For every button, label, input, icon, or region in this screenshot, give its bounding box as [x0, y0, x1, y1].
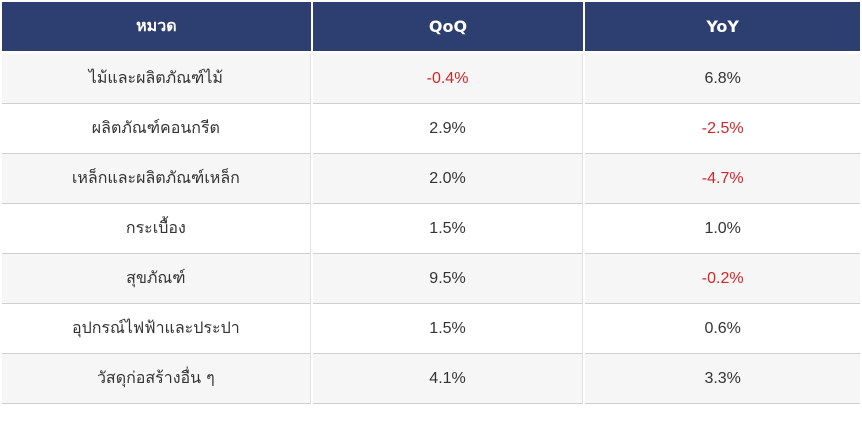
- row-yoy: 0.6%: [585, 304, 860, 354]
- row-category: กระเบื้อง: [2, 204, 311, 254]
- table-row: เหล็กและผลิตภัณฑ์เหล็ก 2.0% -4.7%: [2, 154, 860, 204]
- row-yoy: 3.3%: [585, 354, 860, 404]
- table-row: สุขภัณฑ์ 9.5% -0.2%: [2, 254, 860, 304]
- construction-materials-table: หมวด QoQ YoY ไม้และผลิตภัณฑ์ไม้ -0.4% 6.…: [0, 2, 862, 404]
- row-category: ผลิตภัณฑ์คอนกรีต: [2, 104, 311, 154]
- table-row: กระเบื้อง 1.5% 1.0%: [2, 204, 860, 254]
- table-row: ไม้และผลิตภัณฑ์ไม้ -0.4% 6.8%: [2, 54, 860, 104]
- row-yoy: -2.5%: [585, 104, 860, 154]
- row-qoq: 1.5%: [312, 204, 584, 254]
- row-qoq: 2.0%: [312, 154, 584, 204]
- row-qoq: 1.5%: [312, 304, 584, 354]
- table-row: วัสดุก่อสร้างอื่น ๆ 4.1% 3.3%: [2, 354, 860, 404]
- row-yoy: -0.2%: [585, 254, 860, 304]
- row-category: วัสดุก่อสร้างอื่น ๆ: [2, 354, 311, 404]
- row-qoq: 4.1%: [312, 354, 584, 404]
- table-row: ผลิตภัณฑ์คอนกรีต 2.9% -2.5%: [2, 104, 860, 154]
- data-table-container: หมวด QoQ YoY ไม้และผลิตภัณฑ์ไม้ -0.4% 6.…: [2, 2, 862, 404]
- row-yoy: 6.8%: [585, 54, 860, 104]
- header-category: หมวด: [2, 2, 311, 54]
- header-yoy: YoY: [585, 2, 860, 54]
- row-qoq: 9.5%: [312, 254, 584, 304]
- row-category: อุปกรณ์ไฟฟ้าและประปา: [2, 304, 311, 354]
- row-category: สุขภัณฑ์: [2, 254, 311, 304]
- table-row: อุปกรณ์ไฟฟ้าและประปา 1.5% 0.6%: [2, 304, 860, 354]
- row-category: ไม้และผลิตภัณฑ์ไม้: [2, 54, 311, 104]
- row-qoq: -0.4%: [312, 54, 584, 104]
- table-header-row: หมวด QoQ YoY: [2, 2, 860, 54]
- row-qoq: 2.9%: [312, 104, 584, 154]
- row-category: เหล็กและผลิตภัณฑ์เหล็ก: [2, 154, 311, 204]
- row-yoy: -4.7%: [585, 154, 860, 204]
- row-yoy: 1.0%: [585, 204, 860, 254]
- header-qoq: QoQ: [312, 2, 584, 54]
